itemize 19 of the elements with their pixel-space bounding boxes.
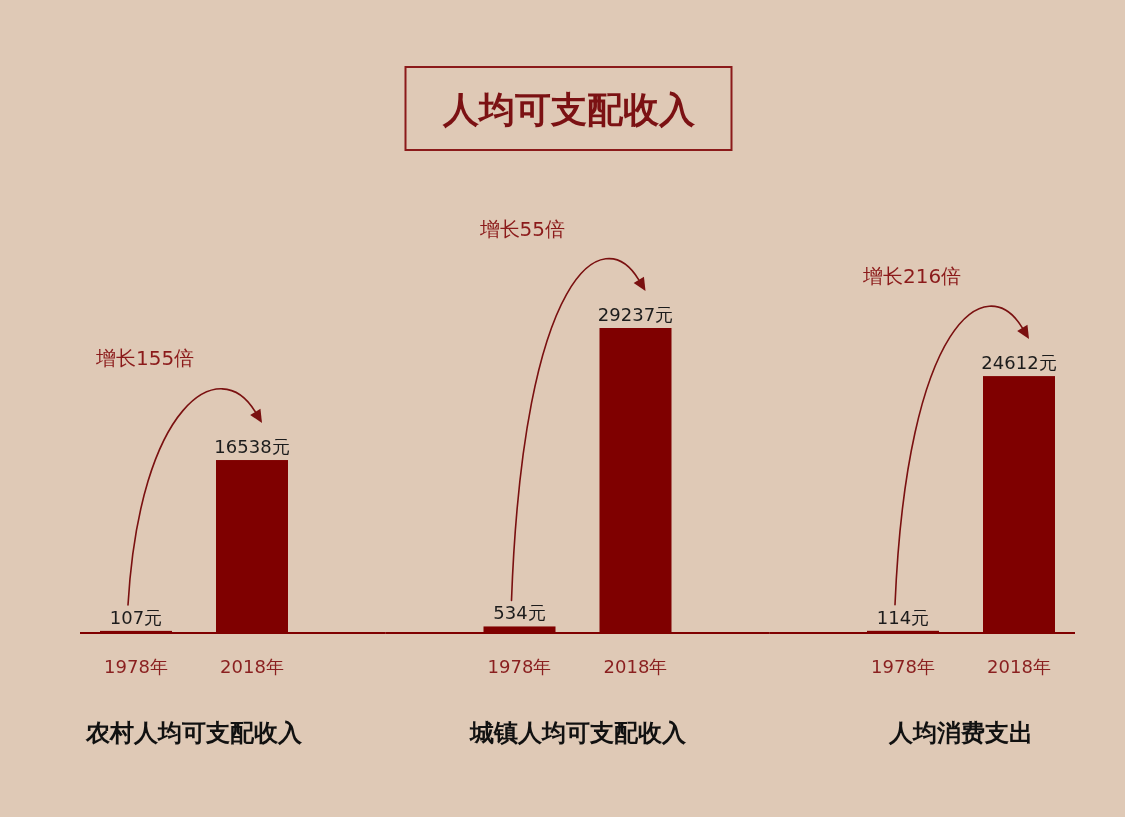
- data-label: 107元: [109, 606, 163, 628]
- text: 增长155倍: [95, 346, 195, 371]
- x-axis-title: 城镇人均可支配收入: [468, 719, 687, 747]
- text: 增长216倍: [862, 263, 962, 288]
- data-label: 114元: [876, 606, 930, 628]
- data-label: 534元: [493, 602, 546, 624]
- data-label: 24612元: [981, 352, 1057, 374]
- x-axis-title: 农村人均可支配收入: [85, 719, 303, 747]
- x-tick-label: 1978年: [487, 656, 552, 677]
- text: 增长55倍: [478, 216, 565, 241]
- data-label: 29237元: [597, 304, 674, 325]
- data-label: 16538元: [214, 436, 290, 458]
- x-tick-label: 2018年: [603, 656, 668, 677]
- x-tick-label: 2018年: [220, 656, 284, 677]
- x-tick-label: 1978年: [104, 656, 168, 677]
- x-tick-label: 2018年: [987, 656, 1051, 677]
- x-axis-title: 人均消费支出: [888, 719, 1033, 747]
- x-tick-label: 1978年: [871, 656, 935, 677]
- text: 人均可支配收入: [441, 88, 696, 130]
